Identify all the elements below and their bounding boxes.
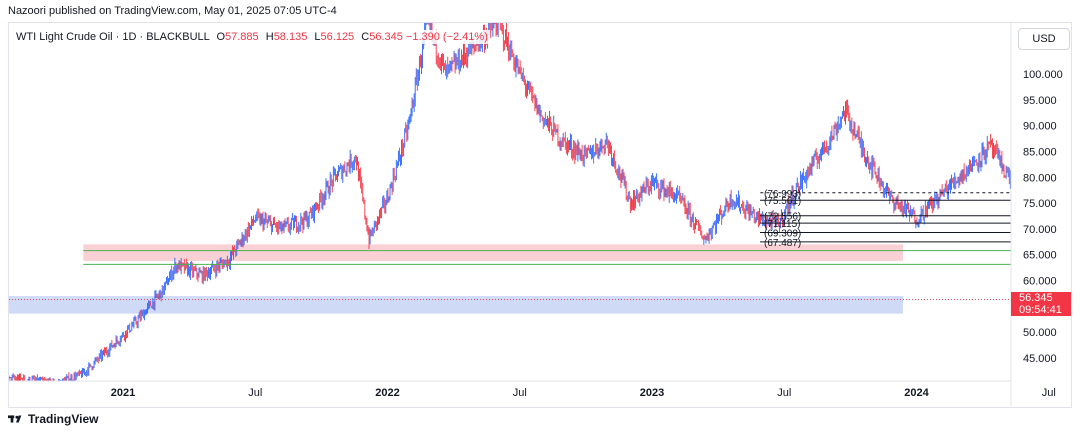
publish-info: Nazoori published on TradingView.com, Ma… <box>8 5 337 17</box>
open-value: 57.885 <box>225 31 259 43</box>
last-price-tag: 56.345 09:54:41 <box>1011 292 1071 317</box>
brand-name: TradingView <box>28 412 99 426</box>
price-tick-label: 60.000 <box>1023 276 1057 288</box>
price-tick-label: 75.000 <box>1023 198 1057 210</box>
price-tick-label: 45.000 <box>1023 353 1057 365</box>
time-tick-label: 2024 <box>904 387 929 399</box>
price-tick-label: 90.000 <box>1023 121 1057 133</box>
symbol-legend: WTI Light Crude Oil · 1D · BLACKBULL O57… <box>14 30 490 44</box>
price-tick-label: 65.000 <box>1023 250 1057 262</box>
time-tick-label: Jul <box>248 387 262 399</box>
price-tick-label: 85.000 <box>1023 146 1057 158</box>
level-label: (72.556) <box>764 212 801 223</box>
level-label: (69.309) <box>764 228 801 239</box>
price-tick-label: 100.000 <box>1023 69 1063 81</box>
symbol-title[interactable]: WTI Light Crude Oil · 1D · BLACKBULL <box>16 31 210 43</box>
level-label: (71.115) <box>764 219 801 230</box>
resistance-zone[interactable] <box>83 244 903 261</box>
close-value: 56.345 <box>369 31 403 43</box>
currency-button[interactable]: USD <box>1018 28 1070 50</box>
price-tick-label: 50.000 <box>1023 327 1057 339</box>
candles <box>9 23 1011 381</box>
price-tick-label: 80.000 <box>1023 172 1057 184</box>
high-label: H <box>265 31 274 43</box>
last-price-value: 56.345 <box>1019 292 1053 305</box>
time-tick-label: Jul <box>513 387 527 399</box>
tradingview-logo-icon <box>8 415 22 423</box>
low-label: L <box>314 31 321 43</box>
low-value: 56.125 <box>320 31 355 43</box>
time-axis[interactable]: Jul2021Jul2022Jul2023Jul2024Jul2025Jul20… <box>0 387 1080 399</box>
change-value: −1.390 (−2.41%) <box>405 31 488 43</box>
time-tick-label: Jul <box>777 387 791 399</box>
level-label: (67.487) <box>764 238 801 249</box>
price-tick-label: 95.000 <box>1023 95 1057 107</box>
time-tick-label: Jul <box>1042 387 1056 399</box>
high-value: 58.135 <box>273 31 308 43</box>
time-tick-label: 2021 <box>111 387 135 399</box>
time-tick-label: 2022 <box>375 387 399 399</box>
price-tick-label: 70.000 <box>1023 224 1057 236</box>
time-tick-label: 2023 <box>640 387 664 399</box>
bar-countdown: 09:54:41 <box>1019 304 1062 317</box>
level-label: (76.993) <box>764 189 801 200</box>
open-label: O <box>216 31 226 43</box>
level-label: (75.561) <box>764 196 801 207</box>
chart-frame <box>8 22 1072 408</box>
support-zone[interactable] <box>9 296 903 314</box>
brand-footer[interactable]: TradingView <box>8 412 98 426</box>
price-axis[interactable]: 45.00050.00055.00060.00065.00070.00075.0… <box>1023 69 1063 365</box>
plot-area: (65.784)(63.142)(76.993)(75.561)(72.556)… <box>9 23 1011 381</box>
close-label: C <box>361 31 370 43</box>
